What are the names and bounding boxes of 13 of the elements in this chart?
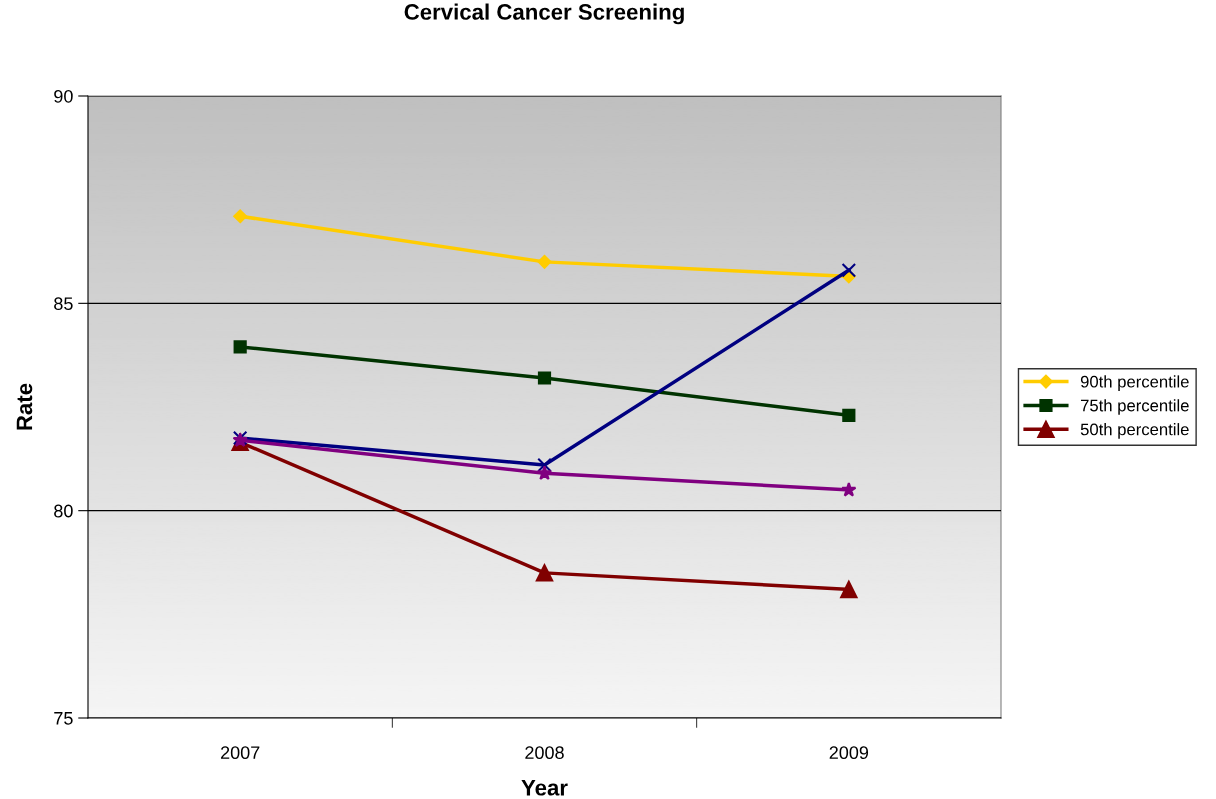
legend-label: 75th percentile — [1080, 399, 1189, 415]
chart-title: Cervical Cancer Screening — [404, 3, 684, 25]
y-tick-label: 90 — [54, 89, 73, 103]
x-axis-title: Year — [521, 780, 568, 796]
y-tick-label: 75 — [54, 712, 73, 725]
x-tick-label: 2007 — [220, 746, 260, 760]
y-axis-title: Rate — [16, 383, 33, 430]
x-tick-label: 2009 — [829, 746, 869, 760]
y-tick-label: 80 — [54, 504, 73, 518]
legend-label: 50th percentile — [1080, 423, 1189, 439]
x-tick-label: 2008 — [525, 746, 564, 760]
y-tick-label: 85 — [54, 297, 73, 311]
legend-label: 90th percentile — [1080, 375, 1189, 391]
